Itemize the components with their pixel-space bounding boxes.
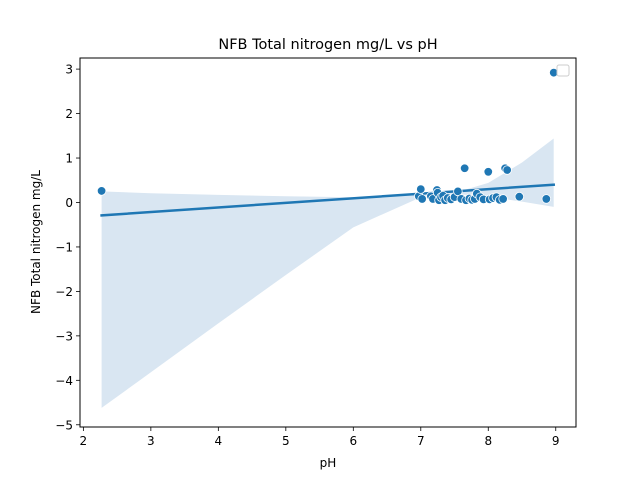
y-tick-label: −4 (55, 374, 73, 388)
chart-title: NFB Total nitrogen mg/L vs pH (218, 37, 437, 53)
data-point (541, 194, 552, 204)
x-tick-label: 4 (215, 434, 223, 448)
x-tick-label: 6 (349, 434, 357, 448)
data-point (498, 194, 508, 204)
x-tick-label: 5 (282, 434, 290, 448)
plot-frame (79, 57, 577, 428)
data-point (502, 165, 512, 175)
data-point (459, 163, 470, 173)
x-tick-label: 3 (147, 434, 155, 448)
y-tick-label: −5 (55, 418, 73, 432)
y-axis-label: NFB Total nitrogen mg/L (29, 170, 43, 314)
y-tick-label: −3 (55, 329, 73, 343)
x-tick-label: 7 (417, 434, 425, 448)
data-point (96, 186, 107, 196)
y-tick-label: 0 (65, 196, 73, 210)
data-point (514, 192, 525, 202)
x-tick-label: 9 (552, 434, 560, 448)
y-tick-label: −2 (55, 285, 73, 299)
x-tick-label: 2 (80, 434, 88, 448)
y-tick-label: 2 (65, 107, 73, 121)
y-tick-label: 3 (65, 63, 73, 77)
legend-box (556, 64, 570, 77)
data-point (417, 194, 427, 204)
x-axis-label: pH (320, 456, 337, 470)
confidence-band (101, 138, 554, 408)
data-point (416, 184, 426, 194)
y-tick-label: −1 (55, 240, 73, 254)
x-tick-label: 8 (484, 434, 492, 448)
data-point (483, 167, 493, 177)
y-tick-label: 1 (65, 152, 73, 166)
